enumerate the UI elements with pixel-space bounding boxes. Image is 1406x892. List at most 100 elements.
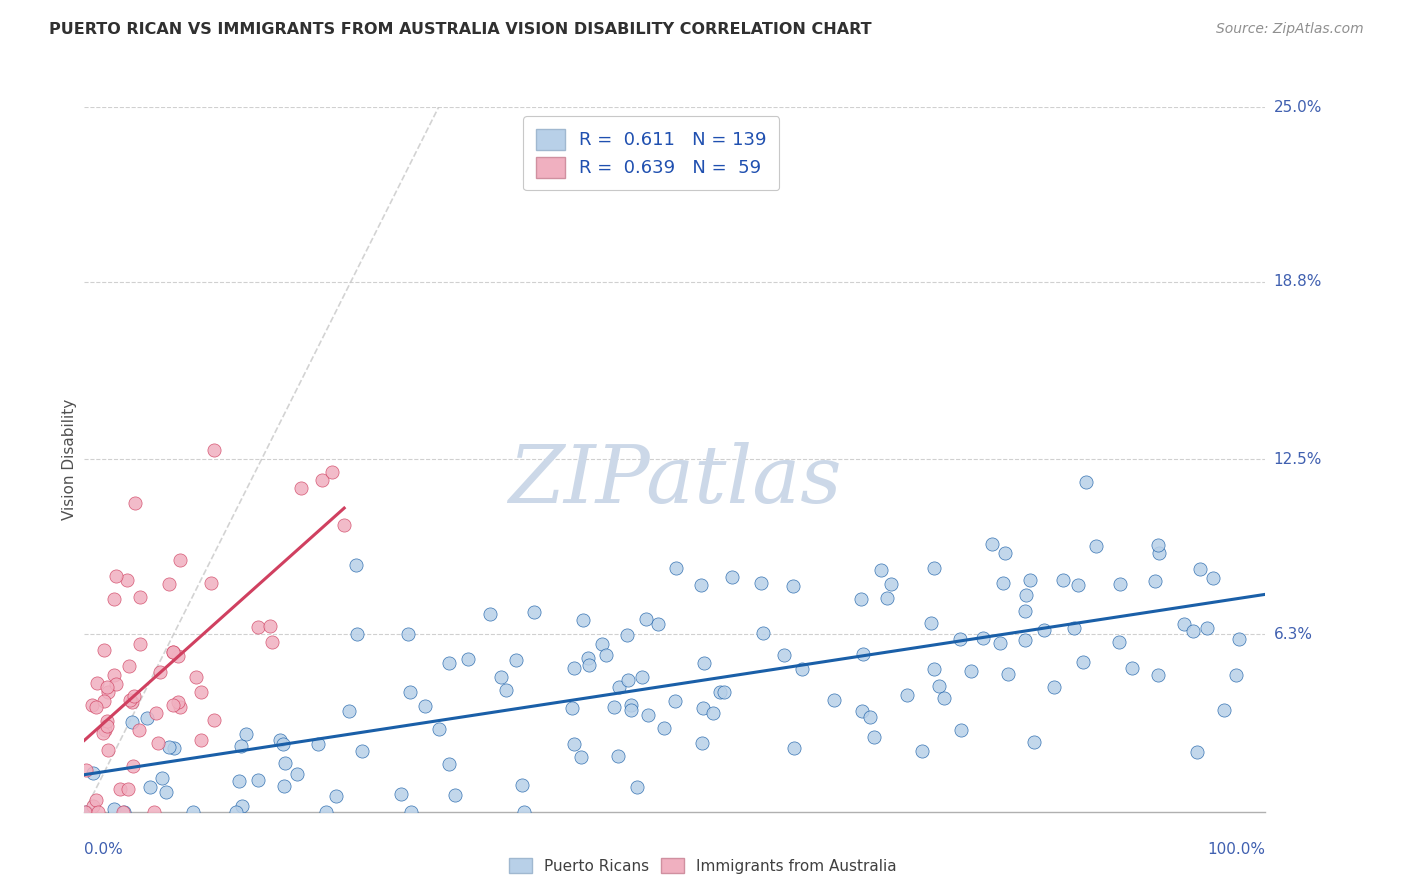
Point bbox=[457, 651, 479, 665]
Text: 6.3%: 6.3% bbox=[1274, 627, 1313, 641]
Point bbox=[271, 737, 294, 751]
Point bbox=[505, 652, 527, 666]
Point bbox=[162, 645, 184, 659]
Point bbox=[96, 680, 118, 694]
Point bbox=[273, 780, 295, 794]
Point bbox=[136, 711, 159, 725]
Point bbox=[690, 735, 713, 749]
Point bbox=[247, 620, 270, 634]
Point bbox=[851, 705, 873, 719]
Point bbox=[934, 691, 956, 706]
Point bbox=[1173, 617, 1195, 632]
Point bbox=[112, 805, 135, 819]
Point bbox=[863, 730, 886, 744]
Point bbox=[713, 685, 735, 699]
Point bbox=[115, 573, 138, 587]
Point bbox=[637, 707, 659, 722]
Point bbox=[93, 694, 115, 708]
Point bbox=[104, 677, 127, 691]
Point bbox=[159, 740, 181, 755]
Point bbox=[620, 703, 643, 717]
Point bbox=[121, 714, 143, 729]
Point bbox=[859, 710, 882, 724]
Point bbox=[792, 662, 814, 676]
Point bbox=[396, 626, 419, 640]
Point bbox=[564, 737, 586, 751]
Point bbox=[1213, 703, 1236, 717]
Text: Source: ZipAtlas.com: Source: ZipAtlas.com bbox=[1216, 22, 1364, 37]
Point bbox=[150, 771, 173, 785]
Point bbox=[124, 496, 146, 510]
Point bbox=[491, 670, 513, 684]
Point bbox=[269, 733, 291, 747]
Point bbox=[202, 713, 225, 727]
Point bbox=[752, 625, 775, 640]
Point bbox=[602, 700, 624, 714]
Point bbox=[972, 632, 994, 646]
Point bbox=[333, 518, 356, 533]
Point bbox=[87, 805, 110, 819]
Point bbox=[110, 782, 132, 797]
Point bbox=[231, 799, 253, 814]
Point bbox=[129, 590, 152, 604]
Point bbox=[479, 607, 502, 622]
Point bbox=[287, 767, 309, 781]
Point bbox=[911, 743, 934, 757]
Point bbox=[1108, 634, 1130, 648]
Point bbox=[1033, 623, 1056, 637]
Point bbox=[118, 659, 141, 673]
Point bbox=[617, 673, 640, 688]
Point bbox=[928, 680, 950, 694]
Point bbox=[149, 665, 172, 680]
Point bbox=[1018, 573, 1040, 587]
Point bbox=[427, 722, 450, 736]
Point bbox=[103, 802, 125, 816]
Point bbox=[1076, 475, 1098, 489]
Point bbox=[143, 805, 166, 819]
Point bbox=[652, 722, 675, 736]
Text: PUERTO RICAN VS IMMIGRANTS FROM AUSTRALIA VISION DISABILITY CORRELATION CHART: PUERTO RICAN VS IMMIGRANTS FROM AUSTRALI… bbox=[49, 22, 872, 37]
Point bbox=[97, 685, 120, 699]
Point bbox=[647, 617, 669, 632]
Point bbox=[1147, 538, 1170, 552]
Point bbox=[247, 772, 270, 787]
Point bbox=[184, 670, 207, 684]
Point bbox=[513, 805, 536, 819]
Point bbox=[993, 576, 1015, 591]
Point bbox=[823, 693, 845, 707]
Point bbox=[572, 613, 595, 627]
Point bbox=[896, 688, 918, 702]
Point bbox=[86, 675, 108, 690]
Point bbox=[1014, 633, 1036, 648]
Point bbox=[1014, 588, 1036, 602]
Point bbox=[664, 693, 686, 707]
Point bbox=[620, 698, 643, 713]
Point bbox=[273, 756, 295, 771]
Point bbox=[1052, 573, 1074, 587]
Point bbox=[259, 618, 281, 632]
Point bbox=[75, 805, 97, 819]
Point bbox=[169, 553, 191, 567]
Point bbox=[569, 750, 592, 764]
Legend: Puerto Ricans, Immigrants from Australia: Puerto Ricans, Immigrants from Australia bbox=[503, 852, 903, 880]
Point bbox=[692, 701, 714, 715]
Point bbox=[235, 727, 257, 741]
Point bbox=[290, 481, 312, 495]
Point bbox=[155, 785, 177, 799]
Point bbox=[1195, 622, 1218, 636]
Point bbox=[346, 626, 368, 640]
Point bbox=[849, 591, 872, 606]
Point bbox=[344, 558, 367, 572]
Point bbox=[1147, 668, 1170, 682]
Point bbox=[922, 561, 945, 575]
Point bbox=[749, 575, 772, 590]
Point bbox=[1043, 680, 1066, 694]
Point bbox=[84, 700, 107, 714]
Point bbox=[920, 616, 942, 631]
Point bbox=[399, 805, 422, 819]
Point bbox=[183, 805, 205, 819]
Point bbox=[1225, 668, 1247, 682]
Point bbox=[112, 805, 135, 819]
Point bbox=[82, 765, 104, 780]
Point bbox=[97, 743, 120, 757]
